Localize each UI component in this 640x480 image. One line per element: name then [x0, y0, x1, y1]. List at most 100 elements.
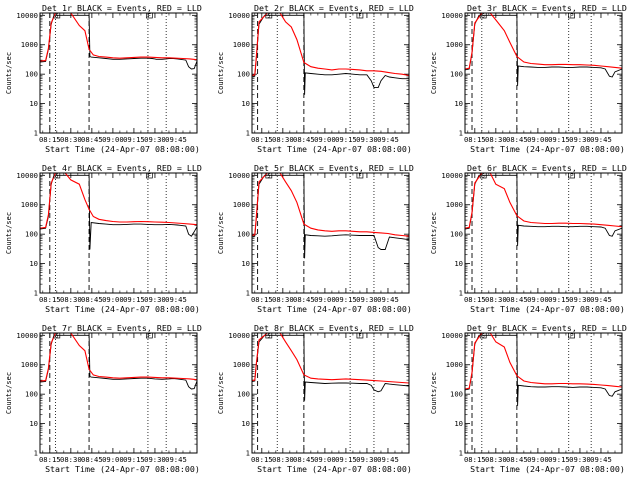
panel-8-series-events: [252, 334, 409, 401]
panel-3-marker-label: S: [482, 14, 485, 20]
panel-3-frame: [464, 12, 623, 134]
panel-5-marker-label: S: [267, 174, 270, 180]
panel-9-title: Det_9r BLACK = Events, RED = LLD: [467, 323, 627, 333]
panel-4-marker-label: S: [55, 174, 58, 180]
panel-5-xlabel: Start Time (24-Apr-07 08:08:00): [257, 304, 412, 314]
panel-8-marker-label: F: [358, 334, 361, 340]
panel-5-xtick-label: 08:30: [272, 295, 294, 304]
panel-2-series-events: [252, 14, 409, 95]
panel-1-series-events: [40, 14, 197, 70]
panel-4-xtick-label: 08:15: [39, 295, 61, 304]
panel-9-xtick-label: 09:15: [548, 455, 570, 464]
panel-6-ylabel: Counts/sec: [430, 212, 438, 254]
panel-4-series-events: [40, 174, 197, 250]
panel-3-ytick-label: 100: [450, 70, 463, 79]
panel-8-ytick-label: 10000: [228, 331, 250, 340]
panel-3-ytick-label: 1000: [446, 40, 463, 49]
panel-7-ytick-label: 1: [34, 449, 38, 458]
panel-4-frame: [39, 172, 198, 294]
panel-6-xlabel: Start Time (24-Apr-07 08:08:00): [470, 304, 625, 314]
panel-6-xtick-label: 09:30: [569, 295, 591, 304]
panel-9-xtick-label: 08:45: [506, 455, 528, 464]
panel-2-xtick-label: 09:15: [335, 135, 357, 144]
panel-6-frame: [464, 172, 623, 294]
panel-1-ytick-label: 100: [25, 70, 38, 79]
panel-5-ytick-label: 100: [237, 230, 250, 239]
panel-2-xtick-label: 08:30: [272, 135, 294, 144]
panel-7-xtick-label: 09:45: [165, 455, 187, 464]
panel-7-ytick-label: 1000: [21, 360, 38, 369]
panel-2-marker-label: S: [267, 14, 270, 20]
panel-8: Det_8r BLACK = Events, RED = LLD Counts/s…: [217, 323, 414, 474]
panel-4-title: Det_4r BLACK = Events, RED = LLD: [42, 163, 202, 173]
panel-9-marker-label: S: [482, 334, 485, 340]
panel-7-marker-label: F: [148, 334, 151, 340]
panel-6-xtick-label: 09:00: [527, 295, 549, 304]
panel-4-xlabel: Start Time (24-Apr-07 08:08:00): [45, 304, 200, 314]
panel-5: Det_5r BLACK = Events, RED = LLD Counts/s…: [217, 163, 414, 314]
panel-9-ytick-label: 100: [450, 390, 463, 399]
panel-2-marker-label: F: [358, 14, 361, 20]
panel-9-xtick-label: 09:00: [527, 455, 549, 464]
panel-7-ytick-label: 10: [29, 419, 38, 428]
panel-2-ylabel: Counts/sec: [217, 52, 225, 94]
panel-9-xtick-label: 08:30: [485, 455, 507, 464]
panel-8-frame: [251, 332, 410, 454]
panel-9-ytick-label: 10: [454, 419, 463, 428]
panel-2: Det_2r BLACK = Events, RED = LLD Counts/s…: [217, 3, 414, 154]
panel-9-xtick-label: 09:45: [590, 455, 612, 464]
panel-3-xtick-label: 09:45: [590, 135, 612, 144]
panel-3-series-lld: [465, 13, 622, 70]
panel-6-xtick-label: 09:15: [548, 295, 570, 304]
panel-2-ytick-label: 100: [237, 70, 250, 79]
panel-2-series-lld: [252, 13, 409, 77]
panel-8-series-lld: [252, 333, 409, 384]
panel-8-xtick-label: 08:15: [251, 455, 273, 464]
panel-2-ytick-label: 10: [241, 99, 250, 108]
panel-1-xtick-label: 09:15: [123, 135, 145, 144]
panel-2-xtick-label: 08:45: [293, 135, 315, 144]
panel-5-marker-label: F: [358, 174, 361, 180]
panel-9-ytick-label: 10000: [441, 331, 463, 340]
panel-6-ytick-label: 1000: [446, 200, 463, 209]
panel-6-ytick-label: 10: [454, 259, 463, 268]
panel-9-xlabel: Start Time (24-Apr-07 08:08:00): [470, 464, 625, 474]
panel-1-ytick-label: 10: [29, 99, 38, 108]
panel-4-xtick-label: 09:30: [144, 295, 166, 304]
panel-6-ytick-label: 100: [450, 230, 463, 239]
panel-1-ytick-label: 1000: [21, 40, 38, 49]
panel-8-xtick-label: 09:30: [356, 455, 378, 464]
panel-7-marker-label: S: [55, 334, 58, 340]
panel-1-xlabel: Start Time (24-Apr-07 08:08:00): [45, 144, 200, 154]
panel-6-series-events: [465, 174, 622, 246]
panel-3-ytick-label: 1: [459, 129, 463, 138]
panel-5-xtick-label: 09:45: [377, 295, 399, 304]
panel-6-title: Det_6r BLACK = Events, RED = LLD: [467, 163, 627, 173]
panel-5-frame: [251, 172, 410, 294]
panel-8-xtick-label: 09:45: [377, 455, 399, 464]
panel-5-xtick-label: 09:30: [356, 295, 378, 304]
panel-9-ytick-label: 1000: [446, 360, 463, 369]
panel-5-title: Det_5r BLACK = Events, RED = LLD: [254, 163, 414, 173]
panel-3-ylabel: Counts/sec: [430, 52, 438, 94]
panel-8-xtick-label: 08:45: [293, 455, 315, 464]
panel-4-marker-label: F: [148, 174, 151, 180]
panel-3-title: Det_3r BLACK = Events, RED = LLD: [467, 3, 627, 13]
panel-9: Det_9r BLACK = Events, RED = LLD Counts/s…: [430, 323, 627, 474]
panel-7-xtick-label: 08:30: [60, 455, 82, 464]
panel-1-ytick-label: 1: [34, 129, 38, 138]
panel-8-xtick-label: 09:15: [335, 455, 357, 464]
panel-4-ytick-label: 1000: [21, 200, 38, 209]
panel-5-ytick-label: 10000: [228, 171, 250, 180]
panel-1-frame: [39, 12, 198, 134]
panel-5-xtick-label: 09:15: [335, 295, 357, 304]
panel-7: Det_7r BLACK = Events, RED = LLD Counts/s…: [5, 323, 202, 474]
panel-1-series-lld: [40, 13, 197, 62]
panel-4-xtick-label: 09:45: [165, 295, 187, 304]
panel-9-series-events: [465, 334, 622, 406]
panel-5-ytick-label: 10: [241, 259, 250, 268]
panel-3-ytick-label: 10000: [441, 11, 463, 20]
panel-5-xtick-label: 08:15: [251, 295, 273, 304]
